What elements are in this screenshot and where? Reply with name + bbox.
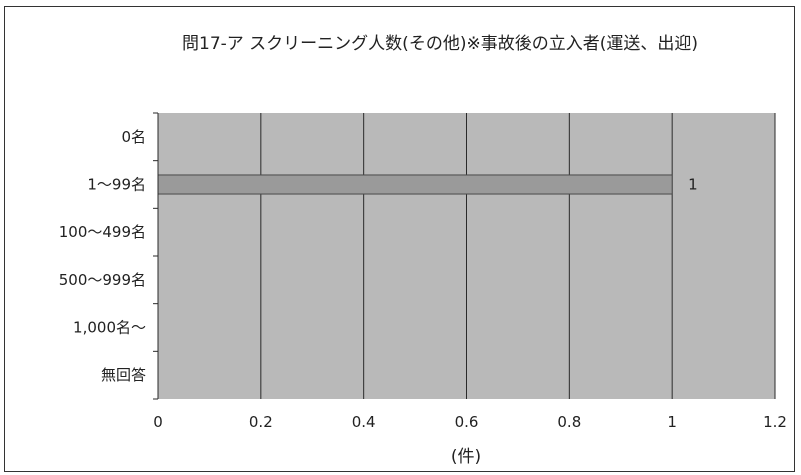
category-label: 100〜499名 xyxy=(59,223,146,241)
gridlines xyxy=(260,113,776,399)
x-tick-label: 1 xyxy=(667,413,677,431)
axes xyxy=(153,112,159,400)
bars xyxy=(157,174,673,195)
category-label: 1,000名〜 xyxy=(73,319,146,337)
category-labels: 0名 1〜99名 100〜499名 500〜999名 1,000名〜無回答 xyxy=(59,128,146,384)
x-tick-label: 0.4 xyxy=(352,413,376,431)
x-tick-label: 0.8 xyxy=(557,413,581,431)
x-tick-label: 0.6 xyxy=(455,413,479,431)
x-tick-label: 1.2 xyxy=(763,413,787,431)
bar xyxy=(157,174,673,195)
data-labels: 1 xyxy=(688,176,698,194)
chart-title: 問17-ア スクリーニング人数(その他)※事故後の立入者(運送、出迎) xyxy=(182,34,698,54)
x-axis-label: (件) xyxy=(451,447,481,467)
category-label: 500〜999名 xyxy=(59,271,146,289)
category-label: 0名 xyxy=(121,128,146,146)
x-tick-labels: 0 0.2 0.4 0.6 0.8 1 1.2 xyxy=(153,413,787,431)
x-tick-label: 0.2 xyxy=(249,413,273,431)
x-tick-label: 0 xyxy=(153,413,163,431)
category-label: 1〜99名 xyxy=(87,176,146,194)
category-label: 無回答 xyxy=(101,366,146,384)
data-label: 1 xyxy=(688,176,698,194)
